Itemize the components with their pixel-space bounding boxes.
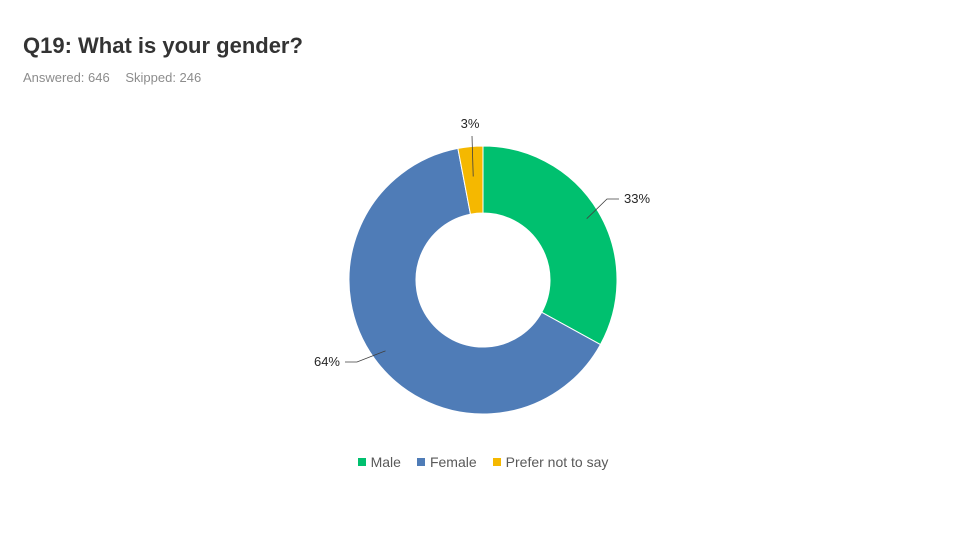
leader-line-prefer-not-to-say <box>471 135 474 177</box>
donut-slice-male <box>482 145 618 346</box>
legend-item-female: Female <box>416 454 477 470</box>
legend-item-prefer-not-to-say: Prefer not to say <box>492 454 609 470</box>
legend-swatch-female <box>416 458 425 466</box>
response-summary: Answered: 646 Skipped: 246 <box>23 70 201 85</box>
data-label-female: 64% <box>314 354 340 369</box>
leader-line-female <box>345 350 386 363</box>
donut-slice-female <box>348 147 602 415</box>
legend-label-prefer-not-to-say: Prefer not to say <box>505 454 609 470</box>
legend-label-female: Female <box>429 454 477 470</box>
chart-title: Q19: What is your gender? <box>23 33 303 58</box>
skipped-count: Skipped: 246 <box>125 70 202 85</box>
donut-slice-prefer-not-to-say <box>457 145 484 215</box>
data-label-male: 33% <box>624 191 650 206</box>
legend-swatch-male <box>357 458 366 466</box>
legend-swatch-prefer-not-to-say <box>492 458 501 466</box>
chart-legend: Male Female Prefer not to say <box>0 454 960 470</box>
answered-count: Answered: 646 <box>23 70 110 85</box>
legend-item-male: Male <box>357 454 401 470</box>
leader-line-male <box>586 198 619 219</box>
data-label-prefer-not-to-say: 3% <box>461 116 480 131</box>
legend-label-male: Male <box>370 454 401 470</box>
